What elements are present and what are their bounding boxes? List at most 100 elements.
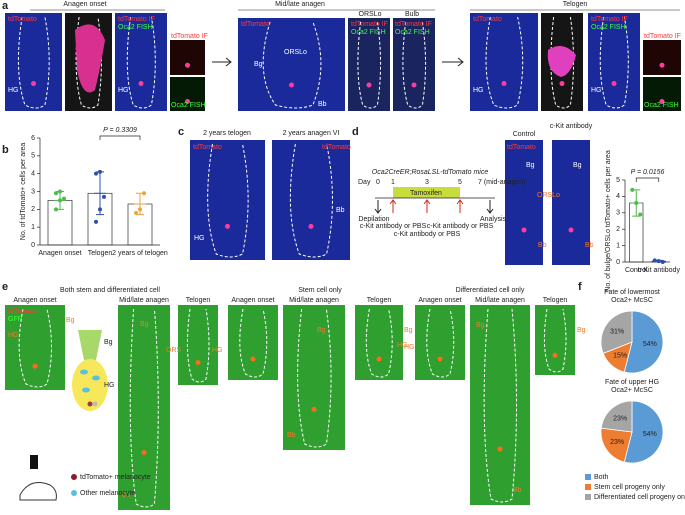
outline <box>483 308 517 503</box>
schematic-cells <box>80 369 100 407</box>
pie-title: Oca2+ McSC <box>611 387 653 394</box>
pie-slice <box>600 400 633 433</box>
pie-slice <box>623 400 664 464</box>
stain-label: Oca2 FISH <box>351 29 386 36</box>
region-label: Bg <box>573 162 582 169</box>
data-point <box>134 210 138 215</box>
outline <box>543 308 567 373</box>
outline <box>129 308 159 508</box>
micrograph <box>228 305 278 380</box>
stain-label: Oca2 FISH <box>171 102 206 109</box>
micrograph <box>272 140 350 260</box>
cell <box>195 360 201 366</box>
region-label: HG <box>404 344 415 351</box>
stage: Telogen <box>186 297 211 304</box>
slice-label: 54% <box>643 341 657 348</box>
stage: Anagen onset <box>13 297 56 304</box>
outline <box>239 308 268 378</box>
cell <box>225 223 230 229</box>
stain-label: tdTomato IF <box>118 16 155 23</box>
y-tick-label: 4 <box>31 171 35 178</box>
y-tick-label: 2 <box>616 226 620 233</box>
y-tick-label: 3 <box>31 188 35 195</box>
y-tick-label: 0 <box>31 242 35 249</box>
stain-label: tdTomato <box>473 16 502 23</box>
stain-label: tdTomato <box>193 144 222 151</box>
region-label: Bb <box>513 487 522 494</box>
micrograph <box>283 305 345 450</box>
day-label: Day <box>358 179 371 186</box>
header: Mid/late anagen <box>275 1 325 8</box>
pie-title: Fate of lowermost <box>604 289 660 296</box>
stain-label: GFP <box>8 316 23 323</box>
region-label: Bg <box>317 327 326 334</box>
y-tick-label: 3 <box>616 210 620 217</box>
slice-label: 31% <box>610 329 624 336</box>
outline <box>207 143 249 258</box>
data-point <box>54 207 58 212</box>
cell <box>311 406 317 412</box>
outline <box>18 308 52 388</box>
region-label: ORSLo <box>537 192 560 199</box>
day: 1 <box>391 179 395 186</box>
stain-label: tdTomato <box>507 144 536 151</box>
y-tick-label: 4 <box>616 193 620 200</box>
region-label: HG <box>591 87 602 94</box>
pie-slice <box>600 427 633 463</box>
cell <box>366 82 372 88</box>
region-label: HG <box>8 87 19 94</box>
stain-label: tdTomato IF <box>591 16 628 23</box>
legend-swatch <box>585 494 591 500</box>
header: Oca2CreER;RosaLSL-tdTomato mice <box>372 169 489 176</box>
y-tick-label: 5 <box>616 177 620 184</box>
region-label: Bb <box>318 101 327 108</box>
outline <box>262 21 322 109</box>
arrow <box>212 57 464 67</box>
region-label: Bg <box>254 61 263 68</box>
region-label: Bg <box>476 322 485 329</box>
tamoxifen-label: Tamoxifen <box>410 190 442 197</box>
region-label: Bb <box>585 242 594 249</box>
micrograph <box>170 77 205 111</box>
header: 2 years anagen VI <box>283 130 340 137</box>
sub-header: Bulb <box>405 11 419 18</box>
y-axis-title: No. of bulge/ORSLo tdTomato+ cells per a… <box>605 150 612 292</box>
cell <box>250 356 256 362</box>
y-tick-label: 0 <box>616 259 620 266</box>
group-header: Both stem and differentiated cell <box>60 287 160 294</box>
panel-label: f <box>578 281 582 293</box>
outline <box>17 16 50 109</box>
stain-label: Oca2 FISH <box>591 24 626 31</box>
stain-label: tdTomato <box>8 16 37 23</box>
pie-slice <box>623 310 664 374</box>
legend-swatch <box>585 484 591 490</box>
cell <box>521 227 527 233</box>
slice-label: 15% <box>613 352 627 359</box>
cell <box>138 81 144 87</box>
panel-label: b <box>2 144 9 156</box>
region-label: Bb <box>336 207 345 214</box>
stain-label: tdTomato IF <box>395 21 432 28</box>
panel-c: 2 years telogen 2 years anagen VI tdToma… <box>193 130 351 242</box>
cell <box>501 81 507 87</box>
group-header: Stem cell only <box>298 287 342 294</box>
data-point <box>142 191 146 196</box>
arrow <box>374 200 494 214</box>
x-tick-label: Anagen onset <box>38 250 81 257</box>
stage: Mid/late anagen <box>119 297 169 304</box>
micrograph <box>588 13 640 111</box>
cell <box>437 356 443 362</box>
legend-swatch <box>585 474 591 480</box>
x-tick-label: Telogen <box>88 250 113 257</box>
micrograph <box>178 305 218 385</box>
data-point <box>102 194 106 199</box>
cell <box>376 356 382 362</box>
arrow <box>389 199 464 213</box>
region-label: Bb <box>538 242 547 249</box>
cell <box>497 446 503 452</box>
panel-label: e <box>2 281 8 293</box>
region-label: HG <box>212 347 223 354</box>
data-point <box>58 198 62 203</box>
data-point <box>94 171 98 176</box>
y-axis-title: No. of tdTomato+ cells per area <box>20 143 27 241</box>
